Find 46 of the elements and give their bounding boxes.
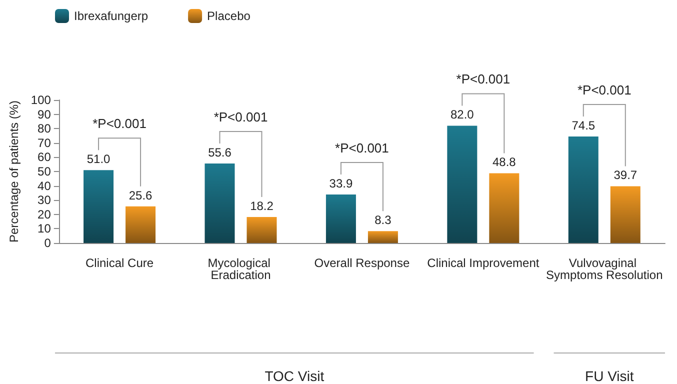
data-label: 25.6 [128,188,153,202]
data-label: 18.2 [250,198,274,213]
y-tick-label: 20 [38,207,52,222]
y-tick-label: 70 [38,136,52,150]
data-label: 48.8 [492,155,516,170]
text: *P<0.001 [577,82,632,98]
text: *P<0.001 [456,72,510,87]
data-label: 39.7 [614,168,638,182]
bar [568,136,598,243]
bar [489,173,520,243]
data-label: 55.6 [208,145,232,160]
y-tick-label: 0 [44,236,52,250]
bar [368,231,398,243]
x-tick-label: Vulvovaginal Symptoms Resolution [546,256,663,282]
x-tick-label: Clinical Improvement [427,256,540,270]
y-tick-label: 60 [38,150,52,164]
y-tick-label: 80 [38,122,52,136]
data-label: 74.5 [572,118,596,132]
legend-label: Ibrexafungerp [74,9,148,23]
bar [610,186,640,243]
annotation: *P<0.001 [335,140,389,156]
data-label: 8.3 [374,213,392,228]
y-tick-label: 10 [38,222,52,236]
x-tick-label: Overall Response [314,256,410,270]
data-label: 51.0 [86,152,111,166]
x-tick-label: Clinical Cure [86,256,154,270]
bar [246,216,277,243]
data-label: 33.9 [329,176,353,191]
bar [447,126,478,243]
y-tick-label: 90 [38,107,52,122]
y-tick-label: 40 [38,178,52,193]
annotation: *P<0.001 [92,116,146,132]
bar [84,170,114,243]
annotation: *P<0.001 [214,109,268,124]
y-tick-label: 30 [38,193,52,208]
legend-label: Placebo [207,9,251,23]
text: TOC Visit [264,368,324,384]
y-axis-title: Percentage of patients (%) [7,100,21,243]
bar [326,194,356,243]
y-tick-label: 100 [30,93,52,107]
bar [204,163,235,243]
x-tick-label: Mycological Eradication [208,256,274,282]
y-tick-label: 50 [38,164,52,178]
bar [126,206,156,243]
text: FU Visit [585,368,634,384]
data-label: 82.0 [450,108,474,122]
